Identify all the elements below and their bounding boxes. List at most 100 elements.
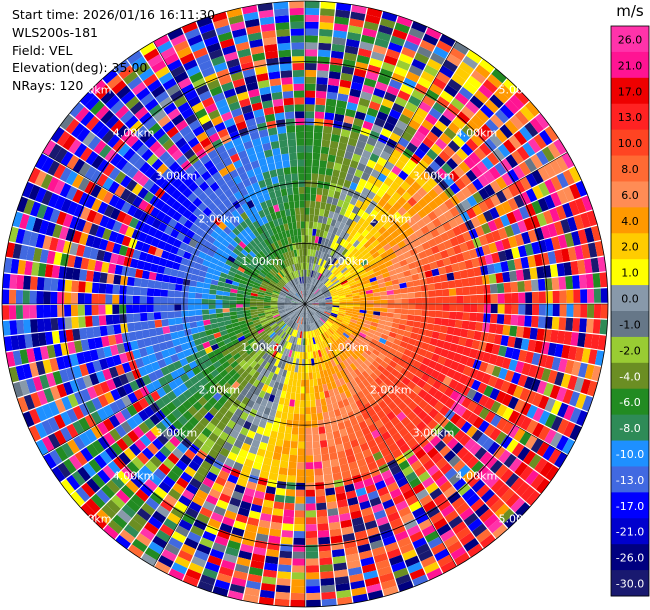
velocity-gate (575, 180, 588, 197)
velocity-gate (429, 83, 443, 96)
velocity-gate (408, 119, 421, 131)
velocity-gate (360, 34, 376, 45)
velocity-gate (376, 341, 385, 349)
velocity-gate (319, 208, 325, 217)
velocity-gate (438, 266, 447, 275)
velocity-gate (333, 30, 347, 39)
velocity-gate (502, 324, 511, 336)
velocity-gate (465, 239, 476, 251)
velocity-gate (495, 390, 507, 404)
velocity-gate (353, 306, 360, 310)
velocity-gate (561, 248, 571, 262)
velocity-gate (404, 125, 417, 137)
velocity-gate (325, 305, 333, 307)
velocity-gate (390, 181, 400, 192)
velocity-gate (427, 283, 436, 291)
velocity-gate (392, 201, 402, 212)
velocity-gate (439, 325, 448, 334)
velocity-gate (371, 251, 380, 259)
velocity-gate (372, 349, 381, 357)
velocity-gate (487, 220, 498, 232)
velocity-gate (319, 284, 326, 291)
velocity-gate (323, 125, 333, 134)
velocity-gate (379, 104, 391, 115)
velocity-gate (466, 49, 483, 64)
velocity-gate (547, 251, 557, 265)
velocity-gate (474, 225, 485, 237)
velocity-gate (391, 279, 400, 285)
velocity-gate (375, 274, 384, 281)
velocity-gate (482, 352, 492, 363)
velocity-gate (398, 170, 409, 181)
velocity-gate (342, 201, 350, 210)
velocity-gate (513, 180, 526, 194)
velocity-gate (320, 146, 330, 155)
velocity-gate (315, 280, 320, 287)
velocity-gate (550, 192, 562, 207)
velocity-gate (472, 391, 483, 404)
velocity-gate (309, 270, 312, 277)
velocity-gate (544, 194, 556, 210)
velocity-gate (474, 89, 489, 104)
velocity-gate (417, 125, 430, 137)
velocity-gate (416, 379, 427, 389)
velocity-gate (354, 169, 364, 178)
velocity-gate (418, 101, 432, 113)
velocity-gate (413, 315, 422, 322)
velocity-gate (317, 265, 322, 273)
velocity-gate (523, 376, 535, 390)
velocity-gate (372, 314, 380, 320)
velocity-gate (491, 68, 507, 84)
velocity-gate (322, 230, 329, 239)
velocity-gate (443, 127, 457, 140)
velocity-gate (433, 324, 441, 333)
velocity-gate (495, 355, 505, 368)
velocity-gate (339, 277, 347, 284)
velocity-gate (531, 392, 543, 407)
velocity-gate (387, 216, 397, 226)
velocity-gate (550, 329, 559, 343)
velocity-gate (403, 236, 413, 246)
velocity-gate (525, 173, 538, 188)
velocity-gate (373, 296, 381, 301)
velocity-gate (593, 288, 602, 303)
velocity-gate (461, 278, 470, 287)
velocity-gate (368, 101, 381, 111)
velocity-gate (341, 282, 349, 287)
velocity-gate (366, 293, 374, 298)
velocity-gate (397, 196, 407, 207)
velocity-gate (334, 283, 342, 289)
velocity-gate (314, 271, 319, 279)
start-time-label: Start time: 2026/01/16 16:11:30 (12, 7, 216, 22)
velocity-gate (409, 351, 419, 360)
velocity-gate (418, 363, 428, 373)
velocity-gate (514, 337, 523, 349)
velocity-gate (305, 69, 317, 77)
velocity-gate (374, 243, 383, 252)
velocity-gate (311, 305, 319, 307)
velocity-gate (345, 294, 353, 298)
velocity-gate (437, 355, 447, 366)
velocity-gate (458, 374, 469, 385)
velocity-gate (525, 188, 538, 203)
velocity-gate (318, 300, 326, 303)
velocity-gate (394, 364, 404, 373)
velocity-gate (340, 164, 350, 173)
velocity-gate (455, 311, 464, 320)
velocity-gate (562, 202, 574, 218)
velocity-gate (452, 244, 462, 255)
velocity-gate (442, 59, 458, 73)
velocity-gate (501, 393, 513, 407)
velocity-gate (394, 96, 408, 108)
velocity-gate (497, 293, 505, 304)
velocity-gate (337, 263, 344, 270)
velocity-gate (326, 161, 335, 170)
velocity-gate (346, 306, 354, 309)
velocity-gate (525, 304, 533, 315)
velocity-gate (344, 271, 352, 278)
velocity-gate (378, 282, 386, 288)
velocity-gate (592, 319, 601, 334)
velocity-gate (333, 281, 341, 287)
velocity-gate (319, 259, 325, 267)
velocity-gate (305, 180, 311, 188)
